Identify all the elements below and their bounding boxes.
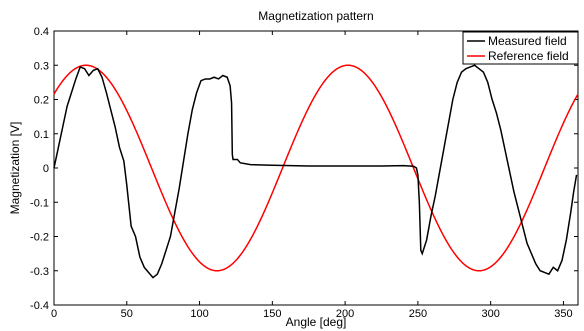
legend-label-measured: Measured field	[488, 34, 567, 48]
x-tick-label: 0	[51, 308, 57, 320]
reference-field-line	[53, 64, 579, 272]
x-tick-label: 250	[409, 308, 427, 320]
y-ticks: -0.4 -0.3 -0.2 -0.1 0 0.1 0.2 0.3 0.4	[30, 26, 578, 312]
y-tick-label: 0.4	[34, 26, 49, 38]
x-tick-label: 200	[336, 308, 354, 320]
y-tick-label: 0.2	[34, 95, 49, 107]
x-tick-label: 100	[190, 308, 208, 320]
legend-label-reference: Reference field	[488, 49, 569, 63]
y-tick-label: -0.4	[30, 300, 49, 312]
x-tick-label: 50	[121, 308, 133, 320]
legend-box	[462, 31, 579, 65]
x-axis-label: Angle [deg]	[286, 315, 347, 329]
plot-frame	[53, 30, 579, 306]
y-tick-label: -0.1	[30, 197, 49, 209]
x-tick-label: 350	[554, 308, 572, 320]
y-axis-label: Magnetization [V]	[8, 122, 22, 215]
legend: Measured field Reference field	[462, 31, 579, 65]
measured-field-line	[53, 64, 578, 279]
y-tick-label: -0.3	[30, 266, 49, 278]
plot-lines	[53, 64, 579, 279]
y-tick-label: 0.1	[34, 129, 49, 141]
y-tick-label: -0.2	[30, 232, 49, 244]
chart-title: Magnetization pattern	[258, 9, 373, 23]
x-tick-label: 300	[481, 308, 499, 320]
y-tick-label: 0	[43, 163, 49, 175]
y-tick-label: 0.3	[34, 60, 49, 72]
x-tick-label: 150	[263, 308, 281, 320]
